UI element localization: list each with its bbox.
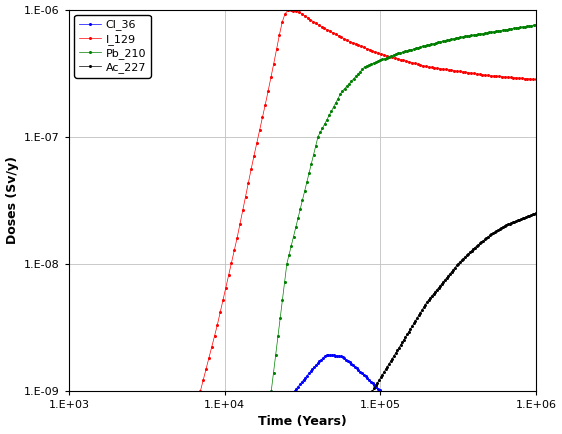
I_129 (431, 65, 438, 70)
Cl_36 (383, 396, 390, 401)
Pb_210 (339, 89, 346, 94)
Ac_227 (454, 263, 460, 268)
I_129 (287, 7, 294, 12)
Ac_227 (401, 337, 407, 342)
Ac_227 (524, 214, 531, 219)
I_129 (290, 8, 297, 13)
Ac_227 (519, 216, 526, 221)
Pb_210 (450, 36, 457, 41)
Pb_210 (324, 117, 330, 122)
Y-axis label: Doses (Sv/y): Doses (Sv/y) (6, 156, 19, 244)
Line: Pb_210: Pb_210 (270, 23, 537, 392)
Pb_210 (524, 24, 531, 29)
Cl_36 (355, 368, 362, 373)
I_129 (465, 70, 472, 75)
Ac_227 (466, 250, 473, 255)
Cl_36 (378, 390, 385, 395)
I_129 (268, 75, 274, 80)
I_129 (386, 54, 393, 59)
Ac_227 (533, 210, 540, 216)
Line: Ac_227: Ac_227 (371, 211, 537, 392)
I_129 (533, 77, 540, 82)
Pb_210 (268, 388, 275, 394)
Legend: Cl_36, I_129, Pb_210, Ac_227: Cl_36, I_129, Pb_210, Ac_227 (74, 15, 151, 78)
Pb_210 (533, 22, 540, 27)
Pb_210 (477, 31, 484, 36)
I_129 (524, 76, 531, 82)
X-axis label: Time (Years): Time (Years) (258, 415, 347, 428)
Ac_227 (369, 388, 376, 394)
I_129 (197, 388, 204, 394)
Pb_210 (415, 45, 422, 50)
Cl_36 (377, 388, 383, 393)
Line: Cl_36: Cl_36 (293, 354, 436, 434)
Ac_227 (407, 326, 414, 332)
Cl_36 (323, 353, 330, 358)
Cl_36 (389, 403, 396, 408)
Line: I_129: I_129 (199, 8, 537, 392)
Cl_36 (291, 388, 298, 394)
